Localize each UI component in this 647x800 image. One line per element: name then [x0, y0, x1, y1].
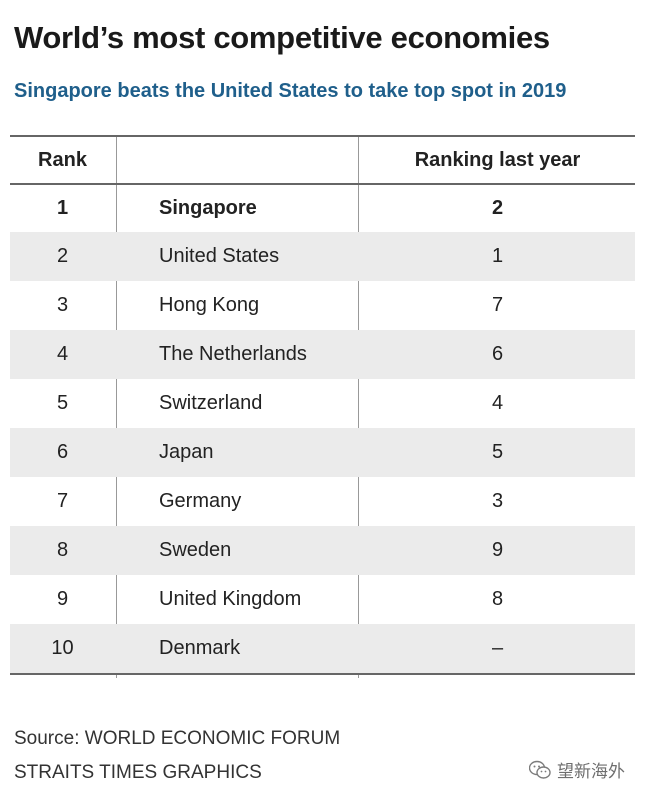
country-cell: Japan — [159, 441, 214, 463]
country-cell: Germany — [159, 490, 242, 512]
last-year-rank-cell: 2 — [491, 197, 504, 219]
rank-cell: 3 — [56, 294, 69, 316]
column-header-rank: Rank — [38, 148, 87, 171]
last-year-rank-cell: 9 — [491, 539, 504, 561]
country-cell: Denmark — [159, 637, 241, 659]
table-row: 7 Germany 3 — [10, 477, 635, 526]
table-row: 1 Singapore 2 — [10, 185, 635, 232]
table-row: 4 The Netherlands 6 — [10, 330, 635, 379]
rank-cell: 4 — [56, 343, 69, 365]
last-year-rank-cell: – — [491, 637, 504, 659]
column-header-last-year: Ranking last year — [414, 148, 581, 171]
last-year-rank-cell: 6 — [491, 343, 504, 365]
last-year-rank-cell: 8 — [491, 588, 504, 610]
rank-cell: 10 — [51, 637, 74, 659]
chart-title: World’s most competitive economies — [14, 20, 550, 55]
table-row: 6 Japan 5 — [10, 428, 635, 477]
watermark: 望新海外 — [529, 757, 625, 782]
country-cell: United States — [159, 245, 280, 267]
source-note: Source: WORLD ECONOMIC FORUM STRAITS TIM… — [14, 722, 340, 790]
country-cell: Singapore — [159, 197, 257, 219]
table-row: 5 Switzerland 4 — [10, 379, 635, 428]
country-cell: Switzerland — [159, 392, 263, 414]
country-cell: The Netherlands — [159, 343, 307, 365]
rank-cell: 5 — [56, 392, 69, 414]
column-divider — [116, 135, 117, 678]
table-row: 8 Sweden 9 — [10, 526, 635, 575]
country-cell: Sweden — [159, 539, 232, 561]
ranking-table: Rank Ranking last year 1 Singapore 2 2 Unite… — [10, 135, 635, 675]
table-header-row: Rank Ranking last year — [10, 137, 635, 185]
rank-cell: 8 — [56, 539, 69, 561]
rank-cell: 7 — [56, 490, 69, 512]
last-year-rank-cell: 5 — [491, 441, 504, 463]
last-year-rank-cell: 3 — [491, 490, 504, 512]
country-cell: United Kingdom — [159, 588, 302, 610]
last-year-rank-cell: 7 — [491, 294, 504, 316]
country-cell: Hong Kong — [159, 294, 260, 316]
table-row: 10 Denmark – — [10, 624, 635, 673]
column-divider — [358, 135, 359, 678]
rank-cell: 1 — [56, 197, 69, 219]
rank-cell: 6 — [56, 441, 69, 463]
source-line: Source: WORLD ECONOMIC FORUM — [14, 728, 341, 749]
last-year-rank-cell: 4 — [491, 392, 504, 414]
watermark-text: 望新海外 — [557, 762, 625, 781]
table-row: 3 Hong Kong 7 — [10, 281, 635, 330]
table-row: 9 United Kingdom 8 — [10, 575, 635, 624]
wechat-icon — [529, 760, 551, 779]
credit-line: STRAITS TIMES GRAPHICS — [14, 762, 262, 783]
table-row: 2 United States 1 — [10, 232, 635, 281]
rank-cell: 2 — [56, 245, 69, 267]
table-body: 1 Singapore 2 2 United States 1 3 Hong Kong 7 4 Th… — [10, 185, 635, 673]
chart-subtitle: Singapore beats the United States to tak… — [14, 80, 567, 102]
rank-cell: 9 — [56, 588, 69, 610]
last-year-rank-cell: 1 — [491, 245, 504, 267]
